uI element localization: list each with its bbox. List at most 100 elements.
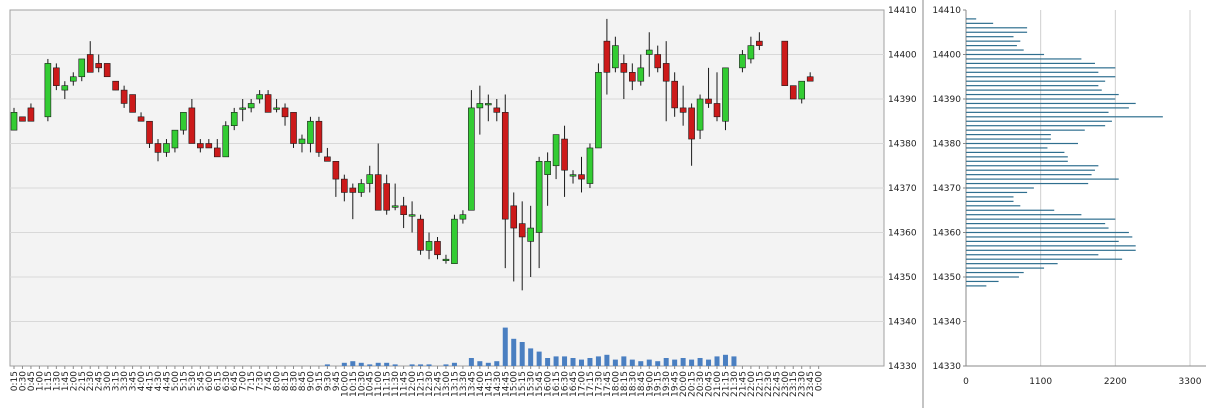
x-tick-label: 18:15 <box>620 371 630 397</box>
profile-bar <box>966 120 1112 122</box>
y-tick-label: 14390 <box>888 95 917 105</box>
candle-up <box>468 107 475 211</box>
x-tick-label: 14:15 <box>484 371 494 397</box>
x-tick-label: 6:30 <box>222 371 232 391</box>
candle-down <box>86 54 94 73</box>
candle-up <box>425 241 433 251</box>
candle-up <box>485 103 492 106</box>
candle-down <box>662 63 670 82</box>
volume-bar <box>384 362 390 366</box>
x-tick-label: 8:45 <box>298 371 308 391</box>
candle-down <box>197 143 204 149</box>
volume-bar <box>570 358 576 366</box>
x-tick-label: 16:45 <box>569 371 579 397</box>
x-tick-label: 23:00 <box>781 371 791 397</box>
candle-down <box>349 187 357 193</box>
x-tick-label: 2:45 <box>95 371 105 391</box>
candle-down <box>679 107 687 113</box>
profile-bar <box>966 280 999 283</box>
x-tick-label: 3:30 <box>120 371 130 391</box>
x-tick-label: 19:15 <box>654 371 664 397</box>
candle-up <box>44 63 52 118</box>
x-tick-label: 22:45 <box>772 371 782 397</box>
x-tick-label: 18:30 <box>628 371 638 397</box>
profile-bar <box>966 209 1055 211</box>
profile-bar <box>966 40 1021 42</box>
volume-bar <box>595 356 601 366</box>
x-tick-label: 8:15 <box>281 371 291 391</box>
profile-bar <box>966 249 1136 251</box>
profile-y-tick-label: 14390 <box>932 95 961 105</box>
candle-up <box>408 214 416 217</box>
candle-up <box>552 134 560 167</box>
candle-up <box>459 214 467 220</box>
candle-down <box>374 174 382 211</box>
x-tick-label: 13:30 <box>459 371 469 397</box>
x-tick-label: 7:00 <box>239 371 249 391</box>
profile-y-tick-label: 14330 <box>932 362 961 372</box>
x-tick-label: 18:45 <box>637 371 647 397</box>
candle-down <box>705 98 712 104</box>
profile-bar <box>966 165 1099 167</box>
x-tick-label: 12:15 <box>417 371 427 397</box>
volume-bar <box>494 361 500 366</box>
x-tick-label: 6:00 <box>205 371 215 391</box>
candle-down <box>603 40 611 73</box>
volume-bar <box>672 359 678 366</box>
candle-up <box>535 161 543 233</box>
profile-y-tick-label: 14350 <box>932 273 961 283</box>
volume-bar <box>663 358 669 366</box>
volume-bar <box>350 361 356 366</box>
x-tick-label: 21:15 <box>721 371 731 397</box>
candle-down <box>756 40 763 46</box>
volume-bar <box>468 358 474 366</box>
x-tick-label: 7:45 <box>264 371 274 391</box>
x-tick-label: 2:15 <box>78 371 88 391</box>
candle-down <box>501 112 509 220</box>
candle-down <box>789 85 797 100</box>
x-tick-label: 21:00 <box>713 371 723 397</box>
profile-bar <box>966 174 1092 176</box>
volume-bar <box>604 354 610 366</box>
x-tick-label: 4:45 <box>162 371 172 391</box>
candle-down <box>27 107 35 122</box>
volume-bars <box>324 327 737 366</box>
profile-x-tick-label: 0 <box>963 377 969 387</box>
x-tick-label: 17:15 <box>586 371 596 397</box>
volume-bar <box>392 364 398 366</box>
x-tick-label: 23:45 <box>806 371 816 397</box>
candle-up <box>307 120 314 144</box>
profile-bar <box>966 31 1028 33</box>
profile-bar <box>966 147 1048 149</box>
candle-down <box>95 63 102 69</box>
profile-y-tick-label: 14370 <box>932 184 961 194</box>
x-tick-label: 2:30 <box>86 371 96 391</box>
x-tick-label: 0:45 <box>27 371 37 391</box>
x-tick-label: 13:15 <box>450 371 460 397</box>
y-tick-label: 14370 <box>888 184 917 194</box>
volume-bar <box>722 354 728 366</box>
volume-bar <box>578 359 584 366</box>
candle-up <box>476 103 484 109</box>
profile-bar <box>966 276 1019 278</box>
candle-down <box>510 205 518 229</box>
candle-up <box>747 45 755 60</box>
candle-down <box>671 80 678 109</box>
candle-down <box>120 89 128 104</box>
volume-bar <box>426 364 432 366</box>
candle-up <box>366 174 374 184</box>
x-tick-label: 9:15 <box>315 371 325 391</box>
x-tick-label: 20:30 <box>696 371 706 397</box>
candle-up <box>527 227 534 242</box>
profile-bar <box>966 285 987 287</box>
x-tick-label: 1:45 <box>61 371 71 391</box>
profile-bar <box>966 271 1024 274</box>
x-tick-label: 22:15 <box>755 371 765 397</box>
y-tick-label: 14410 <box>888 6 917 16</box>
profile-bar <box>966 267 1045 269</box>
x-tick-label: 14:45 <box>501 371 511 397</box>
x-tick-label: 11:15 <box>383 371 393 397</box>
candle-down <box>205 143 213 149</box>
profile-bar <box>966 71 1099 73</box>
